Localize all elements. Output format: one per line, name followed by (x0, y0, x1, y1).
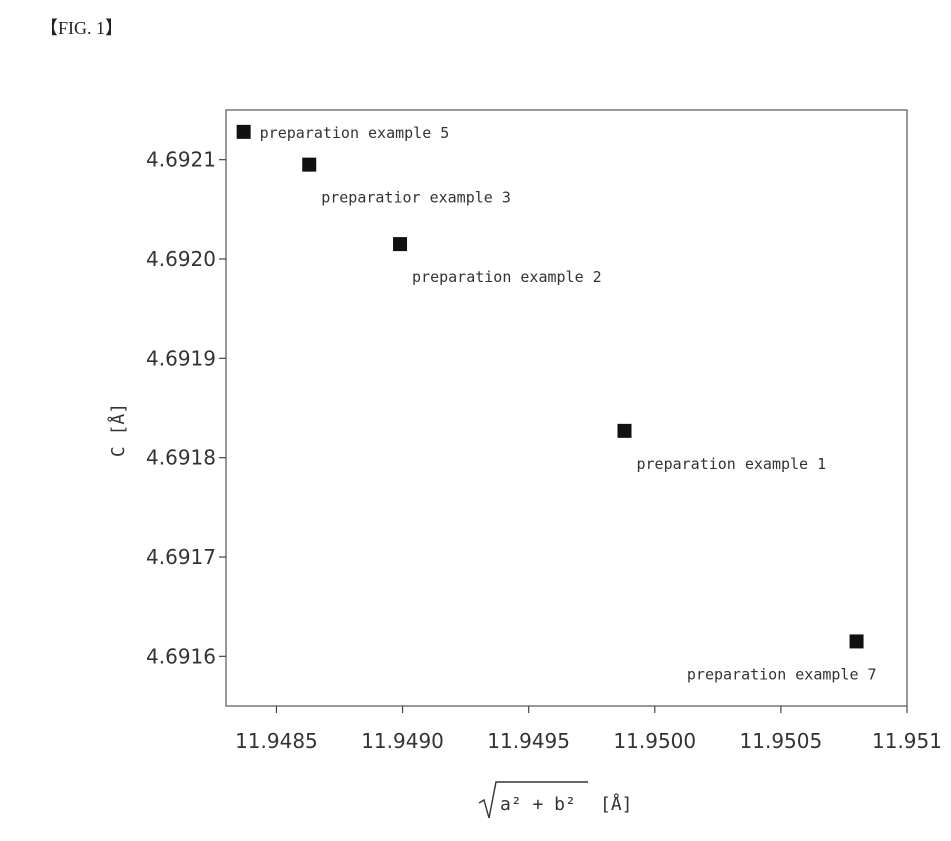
y-tick-label: 4.6919 (146, 346, 216, 370)
radical-sign-icon (478, 781, 588, 819)
x-axis-title: a² + b² [Å] (478, 781, 633, 819)
data-points: preparation example 5 preparatior example… (236, 124, 877, 683)
data-point (393, 237, 408, 252)
data-point (236, 124, 251, 139)
data-point (617, 423, 632, 438)
x-axis: 11.9485 11.9490 11.9495 11.9500 11.9505 11.95… (235, 706, 942, 753)
y-axis: 4.6916 4.6917 4.6918 4.6919 4.6920 4.6921 (146, 148, 226, 668)
data-label: preparation example 5 (260, 124, 450, 142)
x-tick-label: 11.9500 (613, 729, 696, 753)
x-tick-label: 11.951 (872, 729, 942, 753)
data-label: preparation example 7 (687, 665, 877, 683)
data-label: preparation example 2 (412, 268, 602, 286)
x-tick-label: 11.9495 (487, 729, 570, 753)
figure-label: 【FIG. 1】 (40, 18, 124, 38)
data-label: preparation example 1 (637, 455, 827, 473)
svg-text:a² + b²: a² + b² (500, 794, 576, 815)
y-tick-label: 4.6916 (146, 644, 216, 668)
x-tick-label: 11.9485 (235, 729, 318, 753)
y-axis-title: C [Å] (107, 403, 129, 457)
y-tick-label: 4.6921 (146, 148, 216, 172)
x-tick-label: 11.9490 (361, 729, 444, 753)
y-tick-label: 4.6918 (146, 446, 216, 470)
y-tick-label: 4.6917 (146, 545, 216, 569)
data-point (302, 157, 317, 172)
x-tick-label: 11.9505 (740, 729, 823, 753)
data-point (849, 634, 864, 649)
plot-frame (225, 109, 908, 707)
svg-text:[Å]: [Å] (600, 793, 633, 815)
y-tick-label: 4.6920 (146, 247, 216, 271)
data-label: preparatior example 3 (321, 189, 511, 207)
